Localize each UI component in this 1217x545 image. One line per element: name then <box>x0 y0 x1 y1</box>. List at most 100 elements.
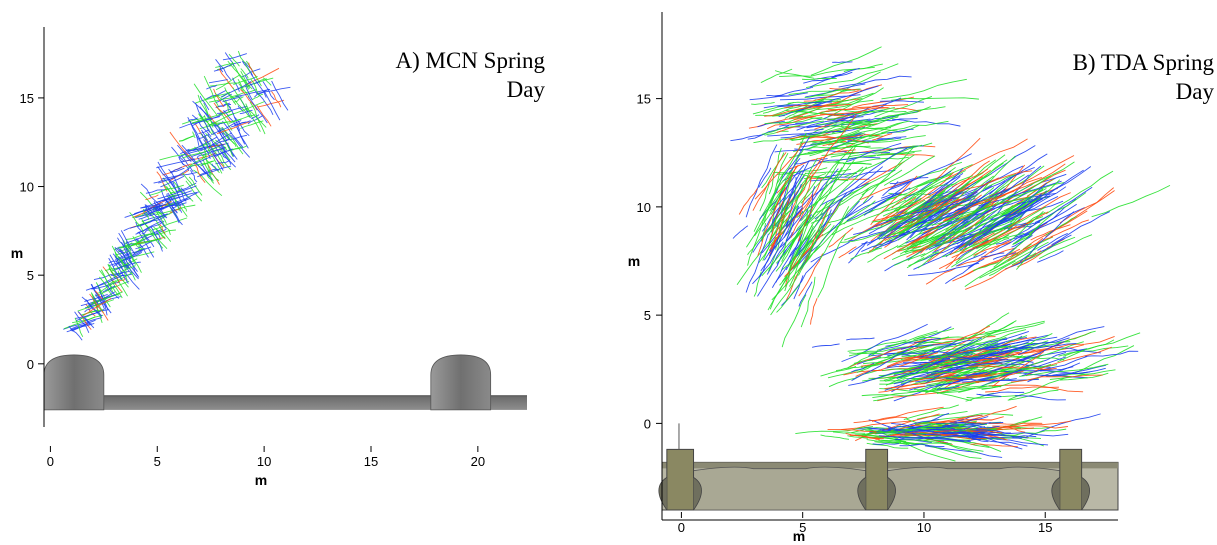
track-segment <box>228 53 240 67</box>
pier-shadow <box>1081 477 1091 511</box>
track-segment <box>787 100 849 104</box>
panel-b-fish-tracks <box>730 46 1171 462</box>
track-segment <box>98 276 113 296</box>
track-segment <box>986 322 1045 337</box>
track-segment <box>74 317 84 338</box>
track-segment <box>819 113 848 117</box>
panel-a-x-tick-label: 20 <box>471 454 485 469</box>
track-segment <box>785 233 803 271</box>
track-segment <box>213 122 223 127</box>
track-segment <box>807 138 895 154</box>
track-segment <box>236 126 246 145</box>
track-segment <box>1054 347 1102 354</box>
panel-a-title-line1: A) MCN Spring <box>395 48 545 73</box>
track-segment <box>955 251 987 267</box>
track-segment <box>232 87 249 113</box>
track-segment <box>196 156 213 181</box>
track-segment <box>114 248 139 280</box>
track-segment <box>951 228 1011 268</box>
track-segment <box>785 205 800 242</box>
track-segment <box>180 187 188 198</box>
track-segment <box>805 166 868 227</box>
track-segment <box>957 187 1013 211</box>
track-segment <box>212 121 225 136</box>
track-segment <box>187 117 198 122</box>
track-segment <box>901 348 957 358</box>
track-segment <box>942 422 1004 427</box>
track-segment <box>1045 170 1114 215</box>
track-segment <box>898 352 939 367</box>
track-segment <box>187 155 207 169</box>
track-segment <box>908 198 953 228</box>
track-segment <box>813 187 869 253</box>
track-segment <box>796 166 864 219</box>
track-segment <box>804 93 837 99</box>
track-segment <box>772 97 863 117</box>
track-segment <box>820 434 850 440</box>
track-segment <box>848 360 943 386</box>
track-segment <box>162 191 200 202</box>
track-segment <box>256 104 272 127</box>
panel-b-x-tick-label: 0 <box>678 520 685 535</box>
track-segment <box>1026 413 1101 438</box>
track-segment <box>987 331 1029 346</box>
track-segment <box>63 314 104 330</box>
track-segment <box>1007 237 1044 262</box>
track-segment <box>903 404 959 420</box>
track-segment <box>989 155 1075 198</box>
track-segment <box>984 173 1017 190</box>
track-segment <box>896 358 951 379</box>
track-segment <box>930 369 1006 374</box>
track-segment <box>981 252 1005 258</box>
track-segment <box>1045 216 1077 236</box>
track-segment <box>780 130 841 139</box>
track-segment <box>216 121 250 135</box>
track-segment <box>989 153 1048 195</box>
track-segment <box>94 290 103 300</box>
track-segment <box>900 343 957 350</box>
track-segment <box>776 283 801 313</box>
track-segment <box>182 203 187 212</box>
track-segment <box>793 275 804 300</box>
track-segment <box>776 125 801 134</box>
track-segment <box>1004 428 1067 436</box>
track-segment <box>886 354 925 367</box>
track-segment <box>810 241 850 263</box>
track-segment <box>1025 344 1060 354</box>
track-segment <box>934 232 958 252</box>
track-segment <box>111 258 138 272</box>
track-segment <box>895 428 942 436</box>
track-segment <box>817 233 847 298</box>
track-segment <box>797 223 822 262</box>
track-segment <box>836 120 910 139</box>
panel-b-title-line1: B) TDA Spring <box>1073 50 1215 75</box>
track-segment <box>800 159 855 221</box>
track-segment <box>167 201 180 224</box>
track-segment <box>771 210 791 232</box>
track-segment <box>965 250 1042 290</box>
track-segment <box>988 422 1043 425</box>
track-segment <box>781 294 807 348</box>
track-segment <box>945 232 980 270</box>
track-segment <box>1064 330 1096 343</box>
track-segment <box>1091 184 1171 218</box>
track-segment <box>145 202 179 217</box>
track-segment <box>1046 364 1107 377</box>
track-segment <box>913 388 972 402</box>
track-segment <box>935 374 978 387</box>
track-segment <box>1034 186 1093 223</box>
track-segment <box>117 277 126 283</box>
track-segment <box>934 385 1002 391</box>
track-segment <box>1052 367 1106 376</box>
track-segment <box>973 262 999 272</box>
track-segment <box>124 245 142 273</box>
track-segment <box>1019 221 1041 227</box>
wall-top <box>662 462 1118 469</box>
track-segment <box>997 194 1036 205</box>
track-segment <box>747 236 763 256</box>
track-segment <box>820 366 857 377</box>
track-segment <box>179 135 195 142</box>
track-segment <box>213 88 225 108</box>
track-segment <box>893 170 966 212</box>
track-segment <box>906 214 986 248</box>
